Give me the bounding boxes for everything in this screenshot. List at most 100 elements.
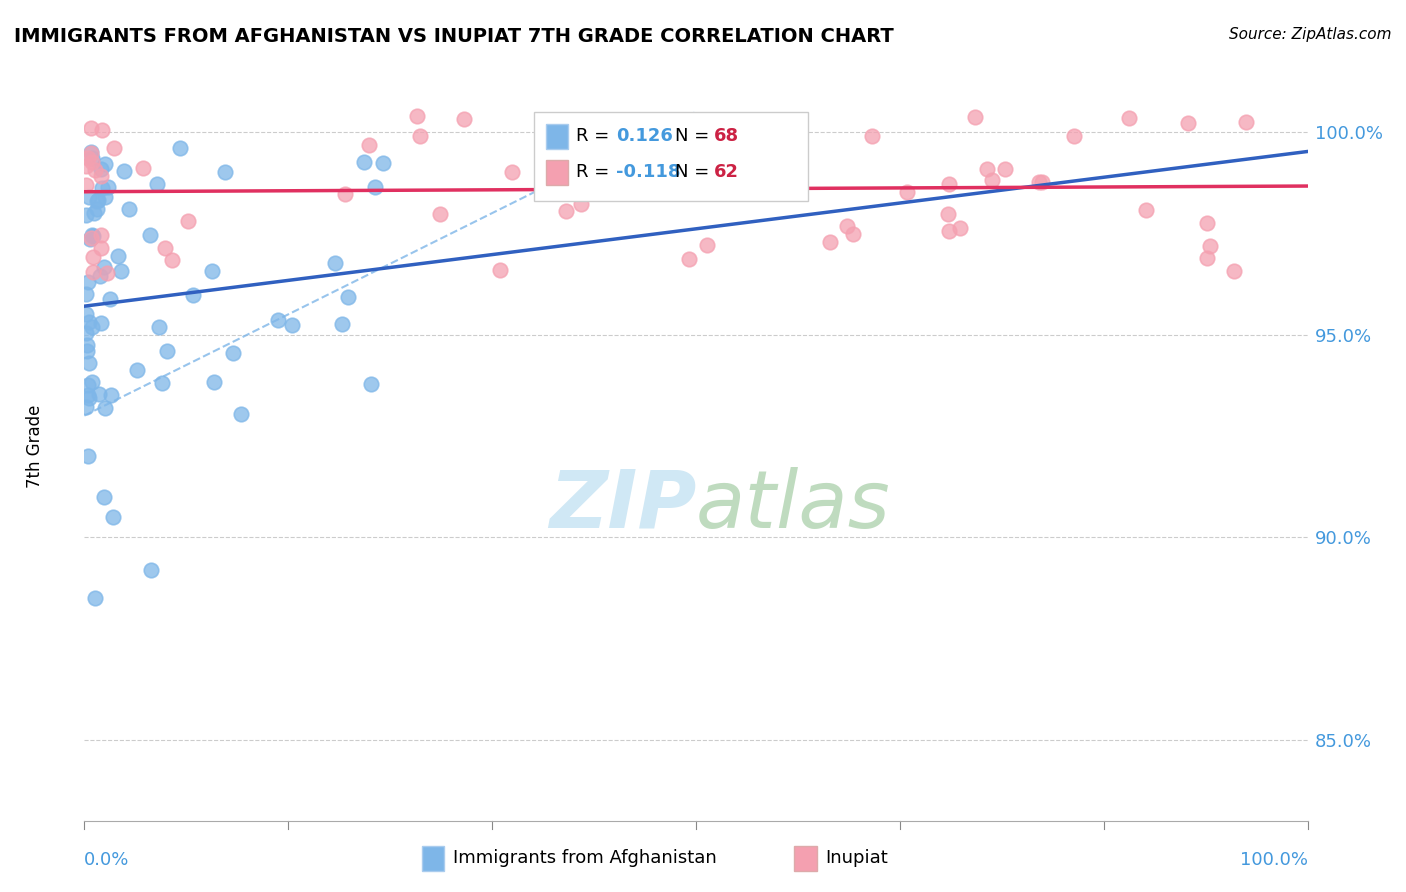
Point: [76, 275, 98, 289]
Point: [936, 207, 959, 221]
Point: [80, 145, 103, 159]
Point: [659, 154, 682, 169]
Point: [540, 150, 562, 164]
Point: [82, 265, 104, 279]
Text: Inupiat: Inupiat: [825, 849, 889, 867]
Point: [77, 449, 100, 463]
Point: [1199, 239, 1222, 253]
Point: [90, 317, 112, 331]
Text: atlas: atlas: [696, 467, 891, 545]
Point: [281, 318, 304, 333]
Text: R =: R =: [576, 163, 616, 181]
Point: [82, 154, 104, 169]
Point: [98, 293, 121, 307]
Point: [963, 110, 986, 124]
Point: [103, 509, 125, 524]
Point: [77, 315, 100, 329]
Text: 7th Grade: 7th Grade: [27, 404, 45, 488]
Point: [409, 128, 432, 143]
Point: [148, 319, 170, 334]
Point: [145, 177, 167, 191]
Text: Source: ZipAtlas.com: Source: ZipAtlas.com: [1229, 27, 1392, 42]
Point: [1195, 251, 1218, 265]
Point: [90, 228, 112, 243]
Point: [571, 197, 593, 211]
Point: [550, 161, 572, 175]
Point: [76, 343, 98, 358]
Point: [202, 375, 225, 389]
Text: N =: N =: [675, 163, 714, 181]
Point: [1063, 129, 1085, 144]
Point: [93, 190, 115, 204]
Point: [323, 256, 346, 270]
Point: [75, 287, 97, 301]
Point: [554, 204, 576, 219]
Point: [110, 264, 132, 278]
Point: [938, 224, 960, 238]
Point: [76, 338, 98, 352]
Point: [127, 363, 149, 377]
Point: [75, 307, 97, 321]
Point: [82, 229, 104, 244]
Point: [139, 562, 162, 576]
Point: [201, 264, 224, 278]
Point: [1223, 264, 1246, 278]
Point: [90, 169, 112, 183]
Point: [335, 187, 357, 202]
Point: [330, 317, 353, 331]
Point: [488, 263, 510, 277]
Point: [84, 162, 107, 177]
Point: [1118, 111, 1140, 125]
Point: [177, 214, 200, 228]
Text: R =: R =: [576, 128, 616, 145]
Point: [132, 161, 155, 176]
Point: [153, 241, 176, 255]
Point: [222, 345, 245, 359]
Point: [103, 140, 125, 154]
Point: [82, 151, 104, 165]
Point: [75, 208, 97, 222]
Point: [77, 190, 100, 204]
Point: [406, 109, 429, 123]
Point: [1028, 174, 1050, 188]
Point: [337, 290, 360, 304]
Point: [818, 235, 841, 250]
Point: [360, 377, 382, 392]
Text: ZIP: ZIP: [548, 467, 696, 545]
Point: [678, 252, 700, 266]
Point: [994, 162, 1017, 177]
Point: [696, 238, 718, 252]
Point: [214, 164, 236, 178]
Point: [364, 179, 387, 194]
Text: IMMIGRANTS FROM AFGHANISTAN VS INUPIAT 7TH GRADE CORRELATION CHART: IMMIGRANTS FROM AFGHANISTAN VS INUPIAT 7…: [14, 27, 894, 45]
Text: 62: 62: [714, 163, 740, 181]
Text: -0.118: -0.118: [616, 163, 681, 181]
Point: [842, 227, 865, 242]
Point: [75, 400, 97, 414]
Point: [77, 152, 100, 166]
Point: [79, 232, 101, 246]
Text: 68: 68: [714, 128, 740, 145]
Point: [80, 145, 103, 160]
Text: 0.0%: 0.0%: [84, 851, 129, 869]
Point: [80, 375, 103, 389]
Point: [77, 391, 100, 405]
Point: [117, 202, 139, 216]
Point: [353, 154, 375, 169]
Point: [87, 193, 110, 207]
Point: [100, 387, 122, 401]
Point: [860, 128, 883, 143]
Point: [183, 287, 205, 301]
Point: [107, 250, 129, 264]
Point: [94, 157, 117, 171]
Point: [89, 161, 111, 176]
Point: [94, 401, 117, 416]
Point: [938, 177, 960, 191]
Point: [86, 194, 108, 209]
Text: 0.126: 0.126: [616, 128, 672, 145]
Point: [77, 356, 100, 370]
Point: [1234, 114, 1257, 128]
Point: [1135, 203, 1157, 218]
Point: [160, 253, 183, 268]
Point: [80, 121, 103, 136]
